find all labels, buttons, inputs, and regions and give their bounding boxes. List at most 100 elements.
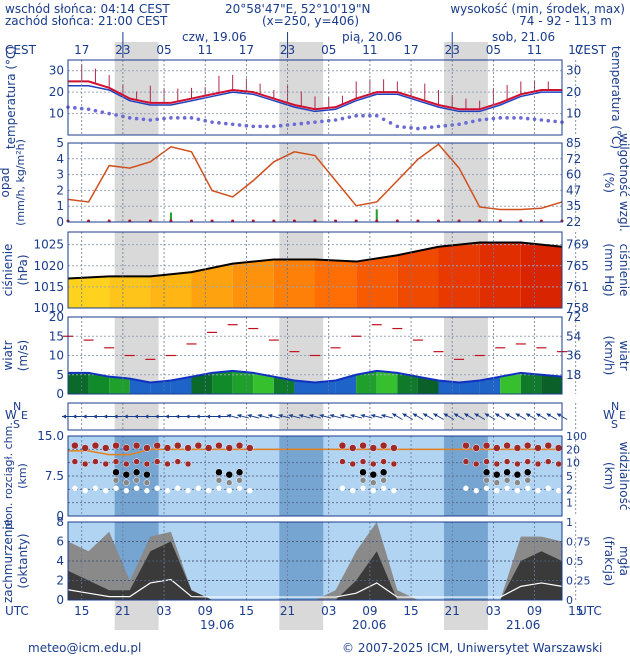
pressure-fill-7 xyxy=(356,255,398,308)
dewpoint-dot-6-0 xyxy=(189,116,194,120)
night-band-bottom-1 xyxy=(279,600,324,630)
cloud-dot-1-685 xyxy=(534,460,542,468)
cloud-dot-0-175 xyxy=(184,444,192,452)
dewpoint-dot-16-0 xyxy=(395,124,400,129)
pressure-ytick-3: 1025 xyxy=(33,238,64,252)
cloud-dot-2-115 xyxy=(143,470,151,479)
panel-frame-2 xyxy=(67,231,563,309)
wind-fill-4 xyxy=(150,380,171,394)
pressure-fill-4 xyxy=(232,259,274,308)
wind-arrow-615 xyxy=(484,413,496,420)
wind-arrow-180 xyxy=(185,414,198,419)
humidity-ytick-4: 72 xyxy=(566,152,581,166)
wind-arrow-head xyxy=(134,414,139,419)
wind-arrow-675 xyxy=(525,413,537,420)
cloud-dot-1-460 xyxy=(380,458,387,465)
dewpoint-dot-18-0 xyxy=(436,124,441,129)
fog-ylabel-right-2: (frakcja) xyxy=(602,536,616,586)
wind-ytick-0: 0 xyxy=(56,387,64,401)
dewpoint-dot-22-1 xyxy=(525,116,530,121)
cloud-dot-4-250 xyxy=(236,485,243,492)
dewpoint-dot-14-1 xyxy=(361,113,365,118)
cloud-dot-3-625 xyxy=(493,479,501,486)
utc-tick-3: 09 xyxy=(198,604,213,618)
cloud-dot-2-460 xyxy=(379,468,388,477)
cloud-dot-1-70 xyxy=(112,458,120,465)
cest-tick-7: 11 xyxy=(362,43,377,57)
compass-s-left: S xyxy=(13,418,20,431)
cloud-dot-0-475 xyxy=(390,444,398,452)
cloud-dot-0-220 xyxy=(215,441,223,450)
wind-fill-12 xyxy=(315,380,336,394)
cloud-dot-4-145 xyxy=(164,487,171,494)
cloud-dot-4-220 xyxy=(216,485,222,492)
cest-tick-11: 11 xyxy=(527,43,542,57)
precip-ylabel-left-1: opad xyxy=(0,168,12,198)
dewpoint-dot-9-0 xyxy=(251,124,256,129)
pressure-ylabel-left-1: ciśnienie xyxy=(1,244,15,297)
cloud-dot-1-115 xyxy=(143,460,151,468)
wind-arrow-405 xyxy=(339,414,352,419)
cloud-dot-3-85 xyxy=(123,479,130,486)
cloud-dot-4-670 xyxy=(524,485,531,492)
wind-fill-10 xyxy=(273,376,295,394)
wind-arrow-165 xyxy=(175,414,188,419)
night-band-1-1 xyxy=(279,143,324,222)
pressure-ytick-0: 1010 xyxy=(33,301,64,315)
utc-tick-9: 21 xyxy=(445,604,460,618)
night-band-bottom-2 xyxy=(443,600,488,630)
cloud-dot-3-445 xyxy=(370,479,377,486)
cloud-dot-4-595 xyxy=(473,487,479,494)
dewpoint-dot-17-0 xyxy=(416,126,420,131)
night-band-top-1 xyxy=(279,42,324,60)
wind-ytick-2: 10 xyxy=(49,349,64,363)
cloud-dot-3-220 xyxy=(215,477,223,484)
pressure-fill-9 xyxy=(438,242,480,308)
fog-ylabel-right-1: mgła xyxy=(617,546,630,576)
wind-arrow-690 xyxy=(535,413,547,420)
wind-arrow-360 xyxy=(309,414,321,419)
wind-arrow-90 xyxy=(123,414,136,419)
cloud-dot-1-580 xyxy=(462,458,470,465)
wind-kmh-tick-2: 54 xyxy=(566,329,581,343)
cest-tick-0: 17 xyxy=(74,43,89,57)
cloud-dot-1-25 xyxy=(81,460,89,468)
cloud-dot-4-160 xyxy=(175,485,181,492)
vis-ylabel-right-2: (km) xyxy=(602,462,616,490)
vis-ylabel-left-1: pion. rozciągł. chm. xyxy=(2,422,15,530)
cloud-dot-0-250 xyxy=(235,441,244,450)
footer-email[interactable]: meteo@icm.edu.pl xyxy=(28,641,141,655)
cloud-dot-0-700 xyxy=(544,441,553,450)
cloud-dot-2-100 xyxy=(132,468,141,477)
pressure-ytick-2: 1020 xyxy=(33,259,64,273)
wind-fill-21 xyxy=(500,372,521,394)
wind-arrow-head xyxy=(175,414,180,419)
panel-frame-6 xyxy=(67,521,563,601)
dewpoint-dot-21-1 xyxy=(505,116,509,120)
cloud-dot-0-265 xyxy=(246,444,254,452)
precip-ytick-1: 1 xyxy=(56,199,64,213)
cloud-dot-4-580 xyxy=(463,485,469,492)
cloud-dot-0-670 xyxy=(523,441,532,450)
wind-fill-22 xyxy=(520,372,542,394)
cloud-dot-1-625 xyxy=(493,460,501,468)
wind-arrow-head xyxy=(113,414,118,419)
wind-arrow-head xyxy=(423,413,428,418)
pressure-ylabel-left-2: (hPa) xyxy=(16,254,30,285)
cloud-dot-3-610 xyxy=(483,477,490,484)
precip-ytick-5: 5 xyxy=(56,136,64,150)
cloud-dot-4-175 xyxy=(185,487,191,494)
day-label-top-2: pią, 20.06 xyxy=(342,30,402,44)
wind-fill-7 xyxy=(212,370,233,394)
pressure-fill-8 xyxy=(397,246,439,308)
sunset-text: zachód słońca: 21:00 CEST xyxy=(5,14,168,28)
wind-arrow-head xyxy=(556,413,562,418)
cloud-dot-4-655 xyxy=(514,487,521,494)
cloud-dot-4-25 xyxy=(82,487,88,494)
wind-arrow-285 xyxy=(257,414,270,419)
wind-arrow-540 xyxy=(433,413,444,420)
humidity-ytick-2: 47 xyxy=(566,183,581,197)
wind-arrow-345 xyxy=(298,414,311,419)
dewpoint-dot-21-0 xyxy=(498,116,503,120)
cloud-dot-4-715 xyxy=(555,487,562,494)
